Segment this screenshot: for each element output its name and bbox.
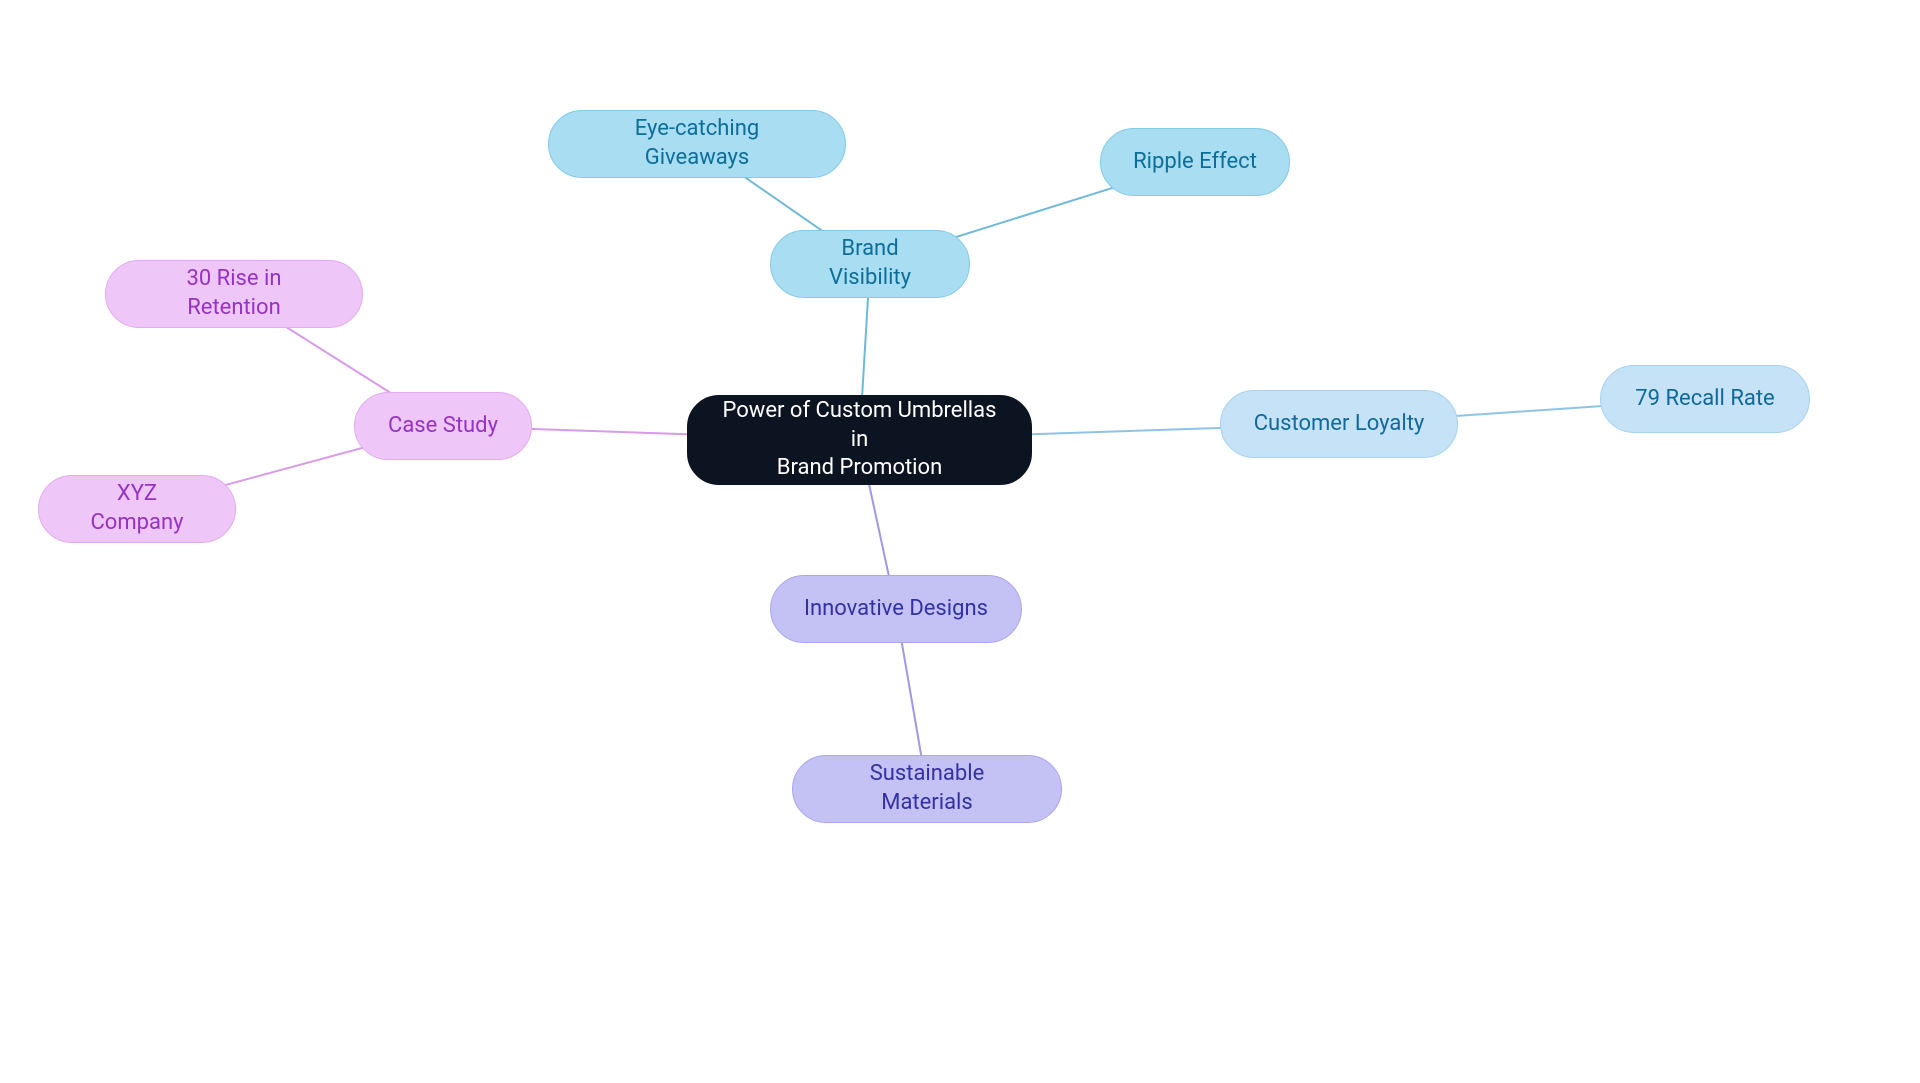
mindmap-edges (0, 0, 1920, 1083)
node-recall_rate: 79 Recall Rate (1600, 365, 1810, 433)
node-brand_visibility: Brand Visibility (770, 230, 970, 298)
node-ripple_effect: Ripple Effect (1100, 128, 1290, 196)
node-eye_catching: Eye-catching Giveaways (548, 110, 846, 178)
node-sustainable: Sustainable Materials (792, 755, 1062, 823)
node-customer_loyalty: Customer Loyalty (1220, 390, 1458, 458)
node-innovative_designs: Innovative Designs (770, 575, 1022, 643)
node-root: Power of Custom Umbrellas in Brand Promo… (687, 395, 1032, 485)
node-xyz: XYZ Company (38, 475, 236, 543)
node-retention: 30 Rise in Retention (105, 260, 363, 328)
node-case_study: Case Study (354, 392, 532, 460)
